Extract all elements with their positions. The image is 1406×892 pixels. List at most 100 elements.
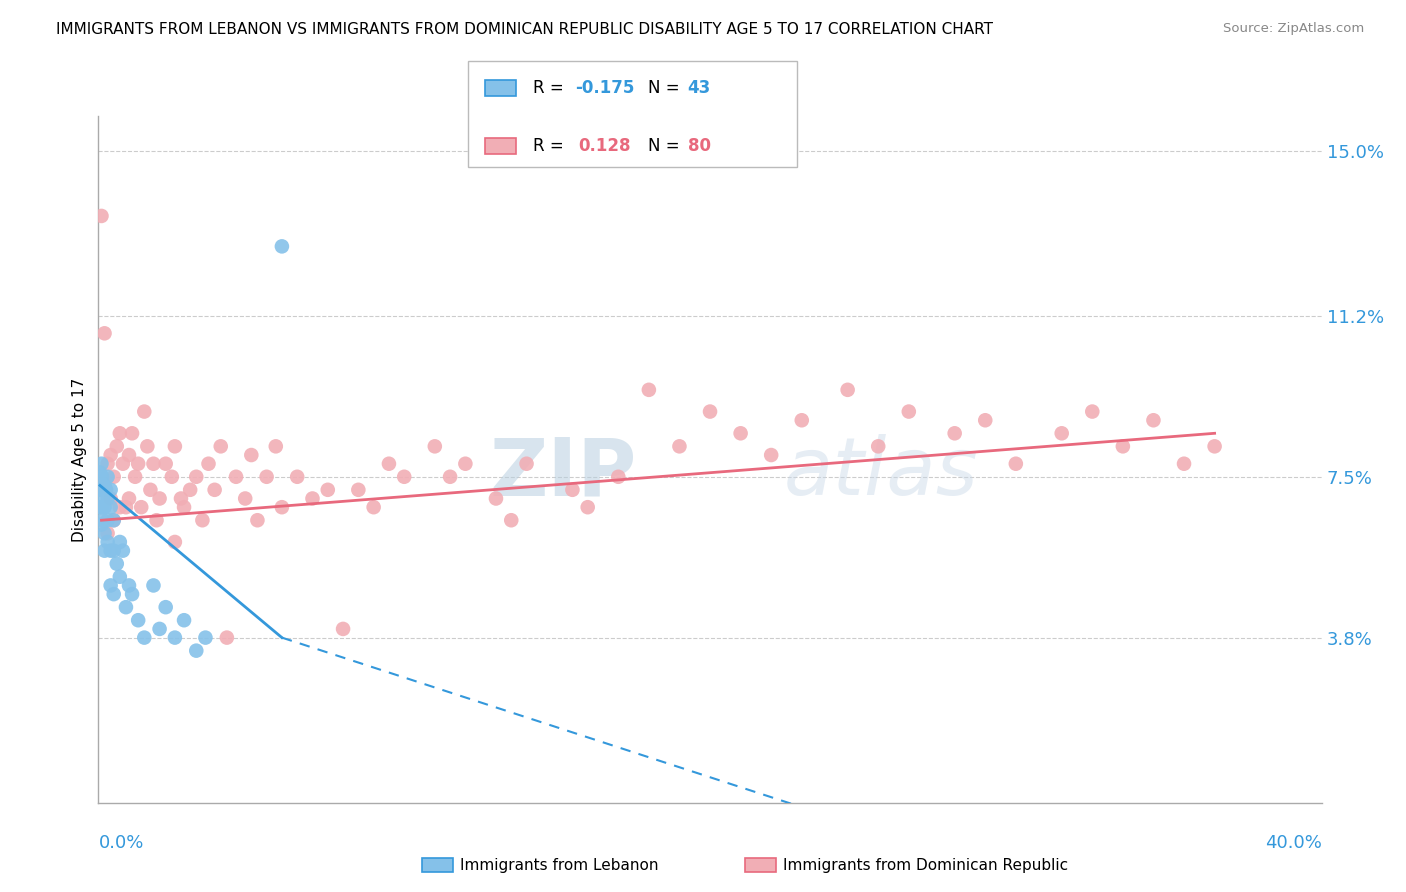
Point (134, 404, 156, 418)
Point (100, 483, 122, 497)
Point (93, 326, 115, 341)
Point (89, 466, 111, 480)
Point (699, 404, 721, 418)
Point (1204, 439, 1226, 453)
Point (103, 513, 125, 527)
Point (124, 469, 146, 483)
Point (129, 500, 152, 515)
Text: N =: N = (648, 137, 685, 155)
Text: 0.0%: 0.0% (98, 834, 143, 852)
Point (108, 500, 131, 515)
Text: 40.0%: 40.0% (1265, 834, 1322, 852)
Point (264, 439, 287, 453)
Point (233, 491, 256, 506)
Point (1050, 426, 1073, 441)
Point (607, 469, 630, 483)
Point (163, 439, 186, 453)
Point (100, 543, 122, 558)
Text: 80: 80 (688, 137, 710, 155)
Point (186, 643, 208, 657)
Point (179, 483, 201, 497)
Point (90, 457, 112, 471)
Point (90, 500, 112, 515)
Point (759, 448, 782, 462)
Point (301, 491, 323, 506)
Text: IMMIGRANTS FROM LEBANON VS IMMIGRANTS FROM DOMINICAN REPUBLIC DISABILITY AGE 5 T: IMMIGRANTS FROM LEBANON VS IMMIGRANTS FR… (56, 22, 993, 37)
Y-axis label: Disability Age 5 to 17: Disability Age 5 to 17 (72, 377, 87, 541)
Point (108, 426, 131, 441)
Point (121, 587, 143, 601)
Point (454, 457, 477, 471)
Point (105, 557, 128, 571)
Point (91, 513, 114, 527)
Point (93, 543, 115, 558)
Point (225, 469, 247, 483)
Point (100, 578, 122, 592)
Point (204, 483, 226, 497)
Point (155, 457, 177, 471)
Point (145, 513, 167, 527)
Text: R =: R = (533, 137, 574, 155)
Text: atlas: atlas (783, 434, 979, 512)
Point (423, 439, 446, 453)
Point (108, 570, 131, 584)
Point (316, 483, 339, 497)
Point (270, 239, 292, 253)
Point (191, 513, 214, 527)
Point (170, 491, 193, 506)
Point (100, 491, 122, 506)
Point (103, 513, 125, 527)
Point (97, 513, 120, 527)
Point (115, 500, 138, 515)
Point (943, 426, 966, 441)
Point (215, 631, 238, 645)
Point (127, 457, 149, 471)
Point (897, 404, 920, 418)
Point (94, 483, 117, 497)
Point (160, 469, 183, 483)
Point (561, 483, 583, 497)
Point (100, 500, 122, 515)
Point (163, 535, 186, 549)
Text: Immigrants from Lebanon: Immigrants from Lebanon (460, 858, 658, 872)
Text: ZIP: ZIP (489, 434, 637, 512)
Point (111, 543, 134, 558)
Point (392, 469, 416, 483)
Text: 0.128: 0.128 (578, 137, 630, 155)
Point (136, 439, 159, 453)
Point (93, 500, 115, 515)
Point (90, 483, 112, 497)
Point (155, 600, 177, 615)
Point (118, 448, 141, 462)
Point (118, 491, 141, 506)
Point (209, 439, 232, 453)
Point (1081, 404, 1104, 418)
Text: -0.175: -0.175 (575, 79, 634, 97)
Point (194, 631, 217, 645)
Text: Immigrants from Dominican Republic: Immigrants from Dominican Republic (783, 858, 1069, 872)
Point (485, 491, 508, 506)
Point (1004, 457, 1026, 471)
Point (149, 622, 172, 636)
Point (974, 413, 997, 427)
Point (163, 631, 186, 645)
Point (173, 613, 195, 627)
Point (285, 469, 308, 483)
Point (108, 535, 131, 549)
Point (103, 543, 125, 558)
Point (246, 513, 269, 527)
Point (90, 483, 112, 497)
Point (256, 469, 278, 483)
Point (127, 613, 149, 627)
Point (93, 526, 115, 541)
Point (1173, 457, 1195, 471)
Point (118, 578, 141, 592)
Point (97, 457, 120, 471)
Point (173, 500, 195, 515)
Point (637, 383, 661, 397)
Point (91, 491, 114, 506)
Point (93, 478, 115, 492)
Text: 43: 43 (688, 79, 711, 97)
Point (105, 439, 128, 453)
Point (868, 439, 890, 453)
